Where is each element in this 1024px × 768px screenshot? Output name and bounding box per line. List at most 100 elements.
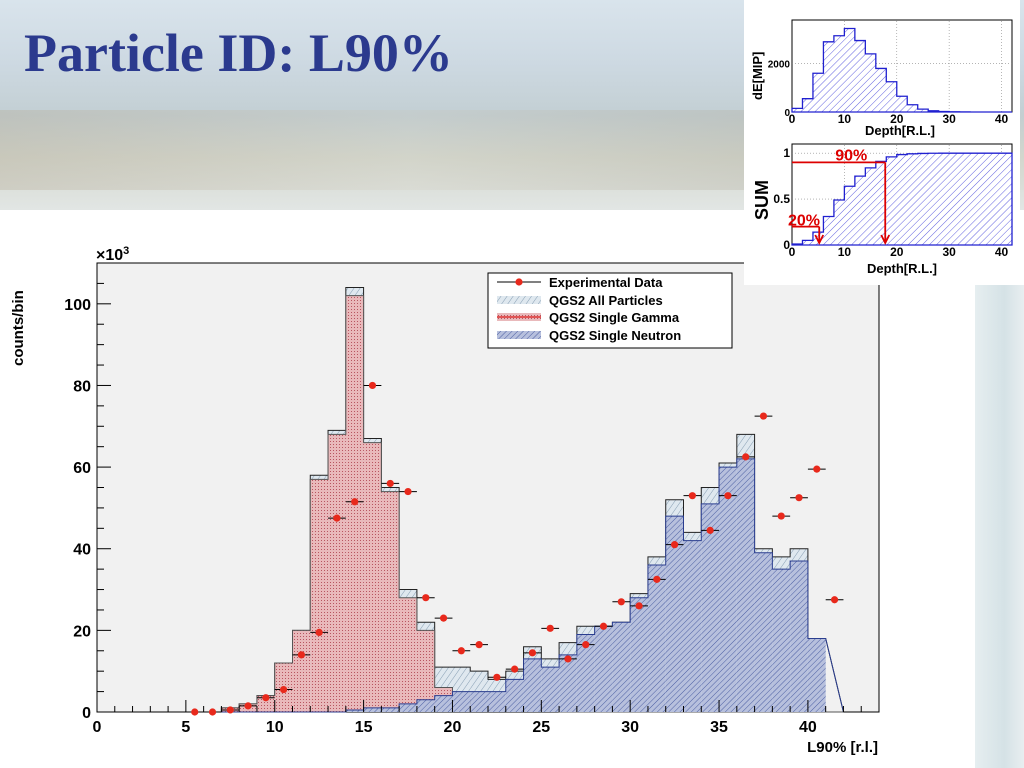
inset-y-tick-label: 1 — [783, 146, 790, 160]
data-point — [439, 614, 448, 622]
bar-single-neutron — [470, 691, 488, 712]
bar-single-neutron — [345, 709, 364, 712]
series-single-neutron — [221, 458, 844, 713]
inset-y-tick-label: 0.5 — [773, 192, 790, 206]
inset-x-tick-label: 30 — [942, 112, 956, 126]
svg-text:20%: 20% — [788, 213, 820, 230]
y-tick-label: 40 — [73, 542, 91, 559]
data-point — [244, 702, 252, 710]
data-point — [493, 673, 501, 681]
svg-text:QGS2 All Particles: QGS2 All Particles — [549, 293, 663, 308]
legend-entry-qgs2-all-particles: QGS2 All Particles — [497, 293, 663, 308]
bar-single-neutron — [790, 560, 808, 712]
bar-single-neutron — [612, 622, 631, 712]
data-point — [546, 624, 554, 632]
inset-x-tick-label: 30 — [942, 245, 956, 259]
data-point — [742, 453, 750, 461]
svg-text:QGS2 Single Neutron: QGS2 Single Neutron — [549, 328, 681, 343]
x-axis-label: L90% [r.l.] — [807, 739, 878, 756]
bar-single-neutron — [523, 658, 542, 712]
inset-bottom-x-label: Depth[R.L.] — [867, 261, 937, 276]
annotation-20-percent: 20% — [788, 213, 825, 246]
bar-single-neutron — [505, 679, 524, 712]
data-point — [226, 706, 234, 714]
svg-text:Experimental Data: Experimental Data — [549, 275, 663, 290]
data-point — [795, 494, 803, 502]
data-point — [724, 492, 732, 500]
x-tick-label: 40 — [799, 719, 817, 736]
data-point — [813, 465, 821, 473]
data-point — [297, 651, 305, 659]
svg-text:QGS2 Single Gamma: QGS2 Single Gamma — [549, 310, 680, 325]
data-point — [599, 622, 608, 630]
side-background-photo — [975, 285, 1024, 768]
bar-single-neutron — [736, 458, 755, 712]
data-point — [333, 514, 341, 522]
data-point — [457, 647, 465, 655]
x-tick-label: 0 — [93, 719, 102, 736]
bar-single-neutron — [665, 516, 684, 712]
bar-single-neutron — [576, 634, 595, 712]
inset-x-tick-label: 20 — [890, 112, 904, 126]
bar-single-neutron — [719, 467, 737, 712]
legend-entry-qgs2-single-neutron: QGS2 Single Neutron — [497, 328, 681, 343]
y-tick-label: 100 — [64, 297, 91, 314]
bar-single-neutron — [434, 695, 453, 712]
bar-single-gamma — [328, 434, 346, 712]
x-tick-label: 25 — [532, 719, 550, 736]
bar-single-neutron — [416, 699, 435, 712]
data-point — [404, 487, 412, 496]
data-point — [671, 541, 679, 549]
bar-single-neutron — [594, 626, 613, 712]
y-tick-label: 60 — [73, 460, 91, 477]
inset-x-tick-label: 40 — [995, 245, 1009, 259]
legend-entry-qgs2-single-gamma: QGS2 Single Gamma — [497, 310, 680, 325]
data-point — [653, 575, 661, 583]
inset-x-tick-label: 40 — [995, 112, 1009, 126]
y-tick-label: 20 — [73, 623, 91, 640]
bar-single-neutron — [559, 654, 577, 712]
bar-single-neutron — [541, 667, 560, 712]
x-tick-label: 10 — [266, 719, 284, 736]
y-axis-label: counts/bin — [10, 290, 27, 366]
inset-bottom-y-label: SUM — [752, 180, 772, 220]
data-point — [280, 685, 288, 694]
bar-single-gamma — [363, 442, 382, 712]
inset-top-x-label: Depth[R.L.] — [865, 123, 935, 138]
bar-single-neutron — [754, 552, 773, 712]
x-tick-label: 35 — [710, 719, 728, 736]
inset-energy-profile — [791, 27, 1012, 113]
bar-single-gamma — [310, 479, 329, 712]
inset-y-tick-label: 2000 — [768, 60, 791, 71]
legend: Experimental Data QGS2 All Particles QGS… — [487, 272, 733, 349]
inset-x-tick-label: 10 — [838, 245, 852, 259]
bar-single-neutron — [452, 691, 471, 712]
data-point — [706, 526, 714, 534]
data-point — [368, 381, 377, 390]
bar-single-gamma — [381, 491, 400, 712]
y-tick-label: 0 — [82, 705, 91, 722]
x-tick-label: 5 — [181, 719, 190, 736]
data-point — [511, 665, 519, 673]
x-tick-label: 30 — [621, 719, 639, 736]
data-point — [422, 594, 430, 602]
bar-single-neutron — [488, 691, 506, 712]
data-point — [830, 596, 839, 604]
bar-single-neutron — [630, 597, 648, 712]
data-point — [262, 694, 270, 702]
inset-cumulative-profile — [791, 152, 1013, 246]
inset-x-tick-label: 20 — [890, 245, 904, 259]
data-point — [759, 412, 768, 420]
bar-single-neutron — [399, 703, 417, 712]
data-point — [564, 655, 572, 663]
bar-single-gamma — [416, 630, 435, 712]
inset-y-tick-label: 0 — [784, 108, 790, 119]
data-point — [635, 602, 643, 610]
bar-single-gamma — [399, 597, 417, 712]
data-point — [617, 598, 625, 606]
data-point — [688, 492, 696, 500]
slide-title: Particle ID: L90% — [24, 23, 453, 83]
inset-x-tick-label: 10 — [838, 112, 852, 126]
